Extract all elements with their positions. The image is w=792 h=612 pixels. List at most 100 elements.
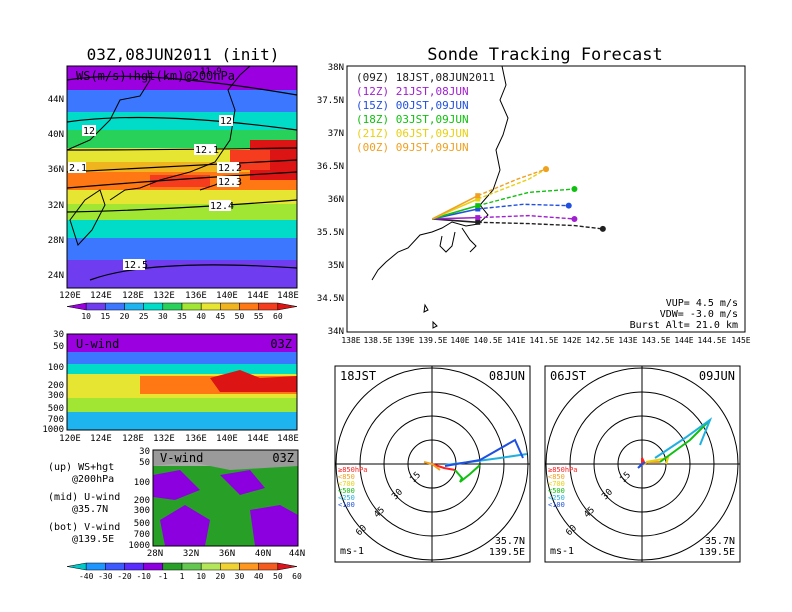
lon-tick: 142.5E	[586, 336, 615, 345]
colorbar-label: 30	[158, 312, 168, 321]
colorbar-label: 60	[273, 312, 283, 321]
level-tick: 500	[48, 404, 64, 414]
level-entry: <850	[338, 473, 355, 481]
lat-tick: 34.5N	[317, 294, 344, 304]
lon-tick: 132E	[153, 291, 175, 301]
level-entry: <700	[338, 480, 355, 488]
lon-tick: 148E	[277, 434, 299, 444]
ws-colorbar-labels: 10 15 20 25 30 35 40 45 50 55 60	[81, 312, 282, 321]
burst-point	[475, 206, 481, 212]
level-tick: 100	[134, 478, 150, 488]
colorbar-swatch	[66, 562, 87, 571]
contour-label: 12	[220, 116, 232, 127]
colorbar-swatch	[66, 302, 87, 311]
colorbar-swatch	[124, 302, 144, 311]
lon-tick: 148E	[277, 291, 299, 301]
lat-tick: 32N	[48, 201, 64, 211]
level-tick: 300	[134, 506, 150, 516]
landing-point	[571, 215, 578, 222]
lon-tick: 140E	[216, 434, 238, 444]
panel-legend: (up) WS+hgt @200hPa (mid) U-wind @35.7N …	[48, 462, 120, 545]
track-line	[432, 204, 478, 220]
lat-tick: 36N	[328, 195, 344, 205]
burst-point	[475, 203, 481, 209]
track-map	[346, 65, 746, 333]
track-line-dashed	[477, 203, 569, 210]
track-line-dashed	[477, 221, 603, 230]
launch-entry: (18Z) 03JST,09JUN	[356, 113, 469, 126]
top-contour: 11.9	[200, 67, 222, 77]
lon-tick: 132E	[153, 434, 175, 444]
lon-tick: 141E	[506, 336, 525, 345]
colorbar-swatch	[277, 562, 298, 571]
level-entry: ≥850hPa	[338, 466, 368, 474]
burst-point	[475, 196, 481, 202]
lon-tick: 144E	[674, 336, 693, 345]
colorbar-swatch	[181, 302, 202, 311]
level-tick: 200	[134, 496, 150, 506]
level-tick: 200	[48, 381, 64, 391]
launch-legend: (09Z) 18JST,08JUN2011 (12Z) 21JST,08JUN …	[356, 71, 495, 154]
level-tick: 700	[134, 530, 150, 540]
level-entry: <850	[548, 473, 565, 481]
level-entry: <500	[338, 487, 355, 495]
hodo2-date: 09JUN	[699, 369, 735, 383]
colorbar-swatch	[162, 562, 183, 571]
track-line	[431, 194, 479, 220]
level-tick: 700	[48, 415, 64, 425]
map-lat-ticks: 44N 40N 36N 32N 28N 24N	[48, 95, 64, 281]
lat-tick: 24N	[48, 271, 64, 281]
level-tick: 500	[134, 519, 150, 529]
lon-tick: 124E	[90, 291, 112, 301]
colorbar-label: 60	[292, 572, 302, 581]
v-wind-time: 03Z	[272, 451, 294, 465]
legend-line: (up) WS+hgt	[48, 462, 114, 473]
lat-tick: 36.5N	[317, 162, 344, 172]
hodograph-1	[334, 365, 531, 563]
colorbar-label: 10	[196, 572, 206, 581]
colorbar-label: 25	[139, 312, 149, 321]
v-colorbar-labels: -40 -30 -20 -10 -1 1 10 20 30 40 50 60	[79, 572, 302, 581]
colorbar-swatch	[258, 562, 279, 571]
colorbar-label: 35	[177, 312, 187, 321]
track-line-dashed	[477, 168, 547, 200]
colorbar-swatch	[239, 562, 259, 571]
colorbar-label: 15	[101, 312, 111, 321]
lon-tick: 139E	[395, 336, 414, 345]
colorbar-label: -30	[98, 572, 113, 581]
track-line-dashed	[477, 214, 575, 220]
level-entry: <700	[548, 480, 565, 488]
legend-line: @200hPa	[72, 474, 114, 485]
colorbar-swatch	[220, 302, 240, 311]
contour-label: 12.4	[210, 201, 234, 212]
landing-point	[543, 166, 549, 173]
colorbar-label: -20	[117, 572, 132, 581]
hodo2-level-legend: ≥850hPa <850 <700 <500 <250 <100	[548, 466, 578, 509]
contour-label: 12	[83, 126, 95, 137]
hodo1-lat: 35.7N	[495, 536, 525, 547]
lon-tick: 145E	[731, 336, 750, 345]
lon-tick: 136E	[185, 291, 207, 301]
hodograph-2	[544, 365, 741, 563]
lat-tick: 44N	[289, 549, 305, 559]
colorbar-label: 30	[235, 572, 245, 581]
colorbar-swatch	[105, 562, 125, 571]
lat-tick: 36N	[48, 165, 64, 175]
colorbar-swatch	[85, 562, 106, 571]
lon-tick: 140E	[216, 291, 238, 301]
colorbar-swatch	[105, 302, 125, 311]
lat-tick: 40N	[48, 130, 64, 140]
track-lat-ticks: 38N 37.5N 37N 36.5N 36N 35.5N 35N 34.5N …	[317, 63, 344, 337]
colorbar-swatch	[220, 562, 240, 571]
colorbar-label: 45	[216, 312, 226, 321]
lat-tick: 32N	[183, 549, 199, 559]
contour-label: 12.5	[124, 260, 148, 271]
legend-line: @35.7N	[72, 504, 108, 515]
lon-tick: 142E	[562, 336, 581, 345]
hodo1-date: 08JUN	[489, 369, 525, 383]
ws-map	[66, 65, 298, 289]
u-wind-panel	[66, 333, 298, 431]
lon-tick: 138.5E	[364, 336, 393, 345]
contour-label: 12.2	[218, 163, 242, 174]
contour-label: 12.1	[195, 145, 219, 156]
